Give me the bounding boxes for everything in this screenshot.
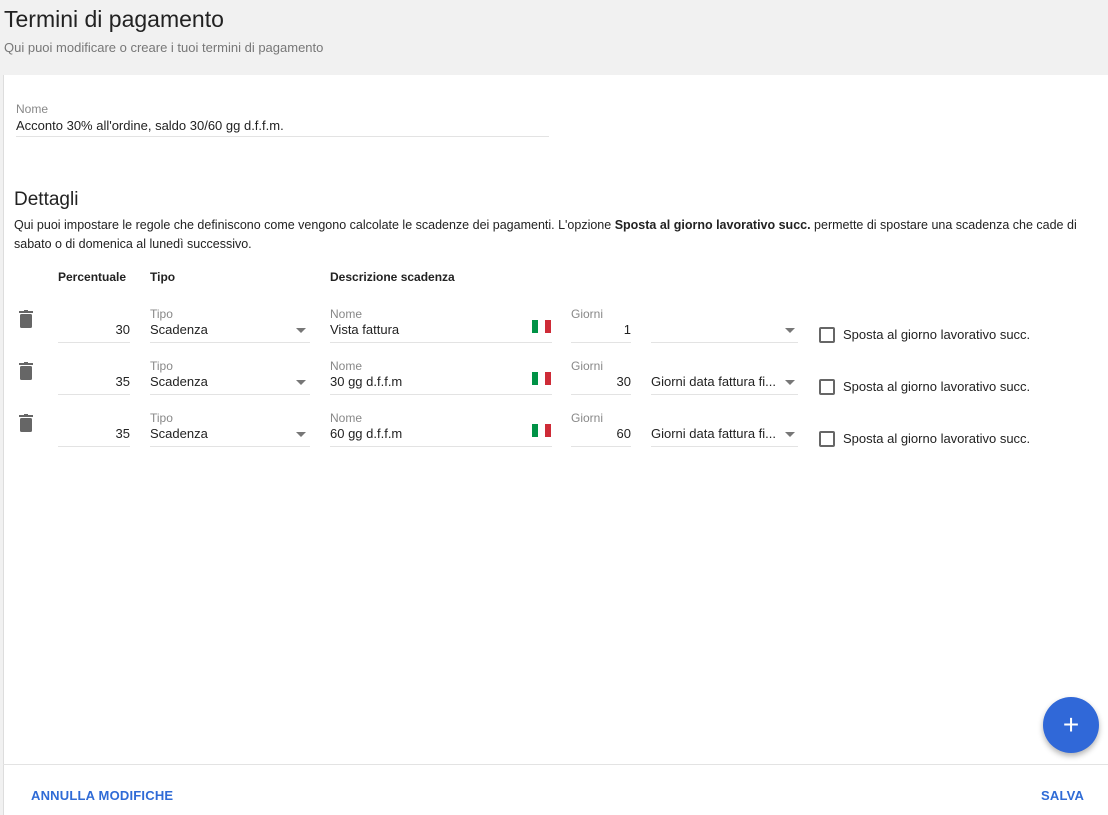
description-name-label: Nome	[330, 411, 363, 425]
description-name-label: Nome	[330, 307, 363, 321]
type-label: Tipo	[150, 411, 173, 425]
trash-icon[interactable]	[19, 310, 33, 328]
days-mode-select[interactable]: Giorni data fattura fi...	[651, 426, 798, 447]
days-label: Giorni	[571, 359, 604, 373]
desc-bold: Sposta al giorno lavorativo succ.	[614, 218, 811, 232]
add-row-button[interactable]: +	[1043, 697, 1099, 753]
description-name-input[interactable]: 30 gg d.f.f.m	[330, 374, 552, 395]
name-input[interactable]: Acconto 30% all'ordine, saldo 30/60 gg d…	[16, 118, 549, 137]
trash-icon[interactable]	[19, 414, 33, 432]
days-mode-select[interactable]	[651, 322, 798, 343]
chevron-down-icon	[296, 328, 306, 333]
description-name-input[interactable]: Vista fattura	[330, 322, 552, 343]
percent-input[interactable]: 35	[58, 374, 130, 395]
name-label: Nome	[16, 102, 49, 116]
description-name-label: Nome	[330, 359, 363, 373]
description-name-input[interactable]: 60 gg d.f.f.m	[330, 426, 552, 447]
type-select[interactable]: Scadenza	[150, 322, 310, 343]
page-subtitle: Qui puoi modificare o creare i tuoi term…	[4, 40, 324, 55]
chevron-down-icon	[785, 328, 795, 333]
save-button[interactable]: SALVA	[1041, 788, 1085, 803]
details-description: Qui puoi impostare le regole che definis…	[14, 216, 1094, 254]
next-workday-checkbox[interactable]	[819, 379, 835, 395]
days-input[interactable]: 30	[571, 374, 631, 395]
days-label: Giorni	[571, 411, 604, 425]
chevron-down-icon	[296, 432, 306, 437]
next-workday-label: Sposta al giorno lavorativo succ.	[843, 327, 1031, 342]
plus-icon: +	[1062, 709, 1080, 740]
type-label: Tipo	[150, 307, 173, 321]
italian-flag-icon[interactable]	[532, 424, 551, 437]
days-input[interactable]: 60	[571, 426, 631, 447]
next-workday-label: Sposta al giorno lavorativo succ.	[843, 379, 1031, 394]
percent-input[interactable]: 35	[58, 426, 130, 447]
cancel-changes-button[interactable]: ANNULLA MODIFICHE	[31, 788, 174, 803]
type-label: Tipo	[150, 359, 173, 373]
payment-terms-card	[3, 75, 1108, 815]
next-workday-label: Sposta al giorno lavorativo succ.	[843, 431, 1031, 446]
chevron-down-icon	[785, 380, 795, 385]
days-mode-select[interactable]: Giorni data fattura fi...	[651, 374, 798, 395]
trash-icon[interactable]	[19, 362, 33, 380]
italian-flag-icon[interactable]	[532, 320, 551, 333]
italian-flag-icon[interactable]	[532, 372, 551, 385]
desc-text: Qui puoi impostare le regole che definis…	[14, 218, 615, 232]
column-header-percent: Percentuale	[58, 270, 127, 284]
days-label: Giorni	[571, 307, 604, 321]
next-workday-checkbox[interactable]	[819, 327, 835, 343]
column-header-description: Descrizione scadenza	[330, 270, 455, 284]
percent-input[interactable]: 30	[58, 322, 130, 343]
desc-text-after: permette di spostare una scadenza che ca…	[14, 218, 1077, 251]
chevron-down-icon	[785, 432, 795, 437]
footer-divider	[3, 764, 1108, 765]
type-select[interactable]: Scadenza	[150, 374, 310, 395]
next-workday-checkbox[interactable]	[819, 431, 835, 447]
type-select[interactable]: Scadenza	[150, 426, 310, 447]
page-title: Termini di pagamento	[4, 6, 224, 32]
days-input[interactable]: 1	[571, 322, 631, 343]
chevron-down-icon	[296, 380, 306, 385]
details-heading: Dettagli	[14, 189, 79, 210]
column-header-type: Tipo	[150, 270, 176, 284]
